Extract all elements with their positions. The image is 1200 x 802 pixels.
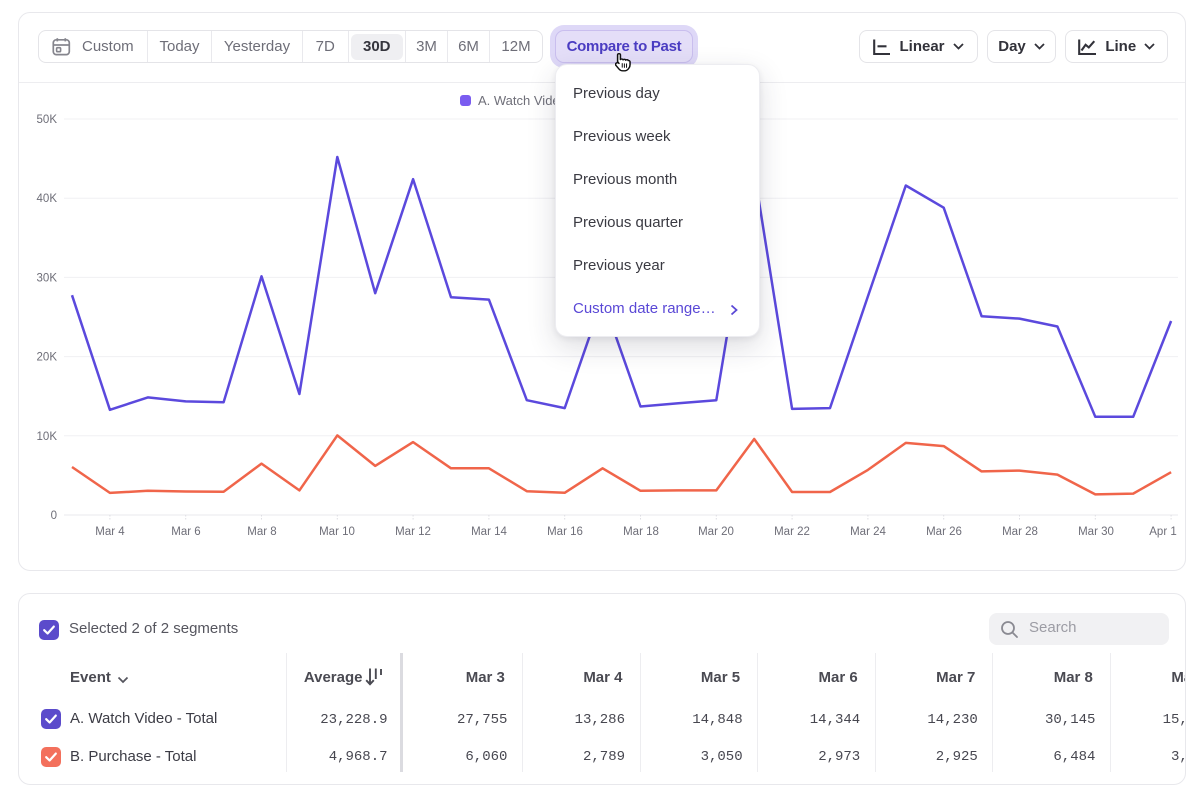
svg-text:Mar 20: Mar 20 xyxy=(698,526,734,538)
svg-text:Mar 4: Mar 4 xyxy=(95,526,125,538)
svg-text:Mar 10: Mar 10 xyxy=(319,526,355,538)
svg-text:40K: 40K xyxy=(37,193,58,205)
svg-text:30K: 30K xyxy=(37,272,58,284)
svg-text:Mar 26: Mar 26 xyxy=(926,526,962,538)
svg-text:Mar 22: Mar 22 xyxy=(774,526,810,538)
svg-text:Mar 16: Mar 16 xyxy=(547,526,583,538)
svg-text:Mar 24: Mar 24 xyxy=(850,526,886,538)
svg-text:Mar 14: Mar 14 xyxy=(471,526,507,538)
svg-text:20K: 20K xyxy=(37,352,58,364)
svg-text:0: 0 xyxy=(51,510,57,522)
svg-text:10K: 10K xyxy=(37,431,58,443)
svg-text:Mar 12: Mar 12 xyxy=(395,526,431,538)
svg-text:Apr 1: Apr 1 xyxy=(1149,526,1177,538)
svg-text:Mar 6: Mar 6 xyxy=(171,526,200,538)
svg-text:Mar 8: Mar 8 xyxy=(247,526,276,538)
svg-text:Mar 18: Mar 18 xyxy=(623,526,659,538)
svg-text:50K: 50K xyxy=(37,114,58,126)
svg-text:Mar 28: Mar 28 xyxy=(1002,526,1038,538)
svg-text:Mar 30: Mar 30 xyxy=(1078,526,1114,538)
